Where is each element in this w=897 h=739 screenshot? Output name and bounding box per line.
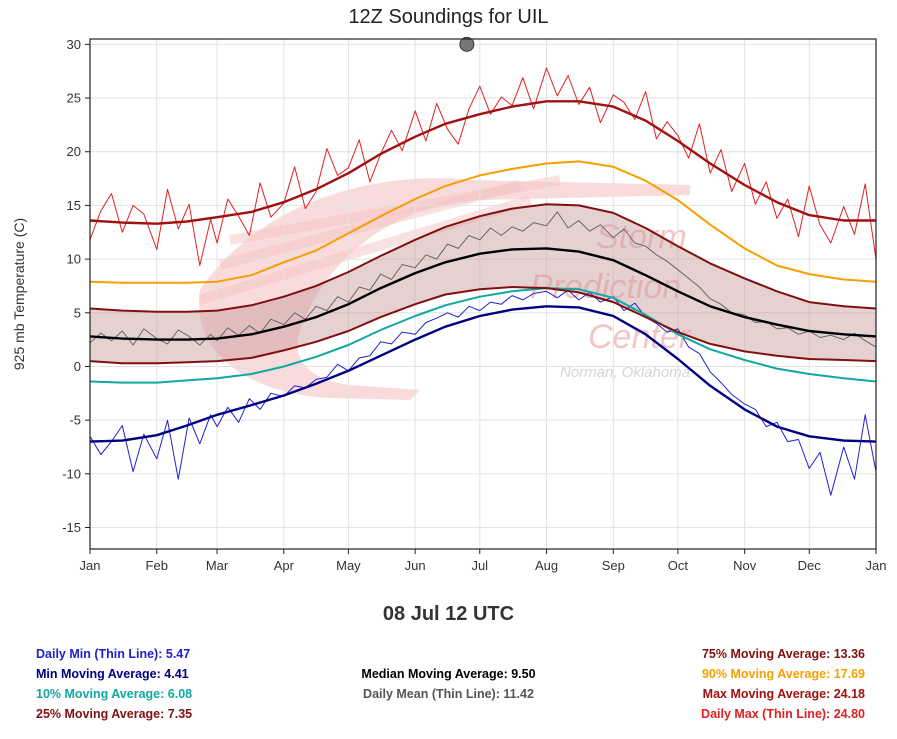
axes: -15 -10 -5 0 5 10 15 20 25 30 Jan Feb Mar Apr May Jun Ju… — [62, 37, 886, 573]
series-daily-max — [89, 67, 877, 266]
series-max-ma — [89, 100, 876, 225]
y-tick-label: 30 — [67, 37, 81, 52]
x-tick-label: Jan — [866, 558, 887, 573]
series-min-ma — [89, 305, 877, 443]
y-tick-label: 15 — [67, 198, 81, 213]
y-tick-label: 25 — [67, 91, 81, 106]
x-tick-label: Feb — [146, 558, 168, 573]
watermark-text: Norman, Oklahoma — [560, 364, 690, 381]
legend-daily-max: Daily Max (Thin Line): 24.80 — [701, 707, 865, 721]
plot-border — [89, 38, 877, 550]
series-daily-min — [89, 289, 877, 496]
series-p75 — [89, 203, 877, 313]
legend-p25: 25% Moving Average: 7.35 — [36, 707, 193, 721]
watermark-text: Center — [588, 318, 692, 356]
x-tick-label: Jun — [405, 558, 426, 573]
x-tick-label: Apr — [274, 558, 295, 573]
y-tick-label: -15 — [62, 520, 81, 535]
watermark-text: Storm — [596, 218, 687, 256]
x-tick-label: Nov — [733, 558, 757, 573]
series-p25 — [89, 286, 877, 365]
x-tick-label: Mar — [206, 558, 229, 573]
y-tick-label: 5 — [74, 305, 81, 320]
series-p90 — [89, 160, 877, 284]
y-tick-label: -10 — [62, 466, 81, 481]
legend-min-ma: Min Moving Average: 4.41 — [36, 667, 189, 681]
legend-p10: 10% Moving Average: 6.08 — [36, 687, 193, 701]
series-lines — [89, 36, 877, 496]
y-tick-label: 0 — [74, 359, 81, 374]
legend-median: Median Moving Average: 9.50 — [361, 667, 536, 681]
series-median — [89, 247, 877, 341]
chart-title: 12Z Soundings for UIL — [348, 6, 549, 28]
series-p10 — [89, 287, 877, 384]
x-tick-label: Jan — [80, 558, 101, 573]
legend-daily-mean: Daily Mean (Thin Line): 11.42 — [363, 687, 534, 701]
x-tick-label: Dec — [798, 558, 822, 573]
iqr-band — [90, 204, 876, 364]
x-tick-label: Oct — [668, 558, 689, 573]
x-tick-label: Aug — [535, 558, 558, 573]
y-tick-label: 10 — [67, 252, 81, 267]
legend-daily-min: Daily Min (Thin Line): 5.47 — [36, 647, 191, 661]
x-tick-label: Sep — [602, 558, 625, 573]
y-axis-label: 925 mb Temperature (C) — [11, 218, 27, 370]
y-tick-label: 20 — [67, 144, 81, 159]
series-daily-mean — [89, 211, 877, 348]
y-tick-label: -5 — [69, 413, 81, 428]
current-day-marker — [459, 36, 475, 52]
chart-subtitle: 08 Jul 12 UTC — [382, 603, 515, 625]
iqr-band-fill — [90, 204, 876, 364]
legend-p90: 90% Moving Average: 17.69 — [701, 667, 865, 681]
legend-p75: 75% Moving Average: 13.36 — [701, 647, 865, 661]
x-tick-label: Jul — [471, 558, 488, 573]
x-tick-label: May — [336, 558, 361, 573]
legend-max-ma: Max Moving Average: 24.18 — [702, 687, 865, 701]
